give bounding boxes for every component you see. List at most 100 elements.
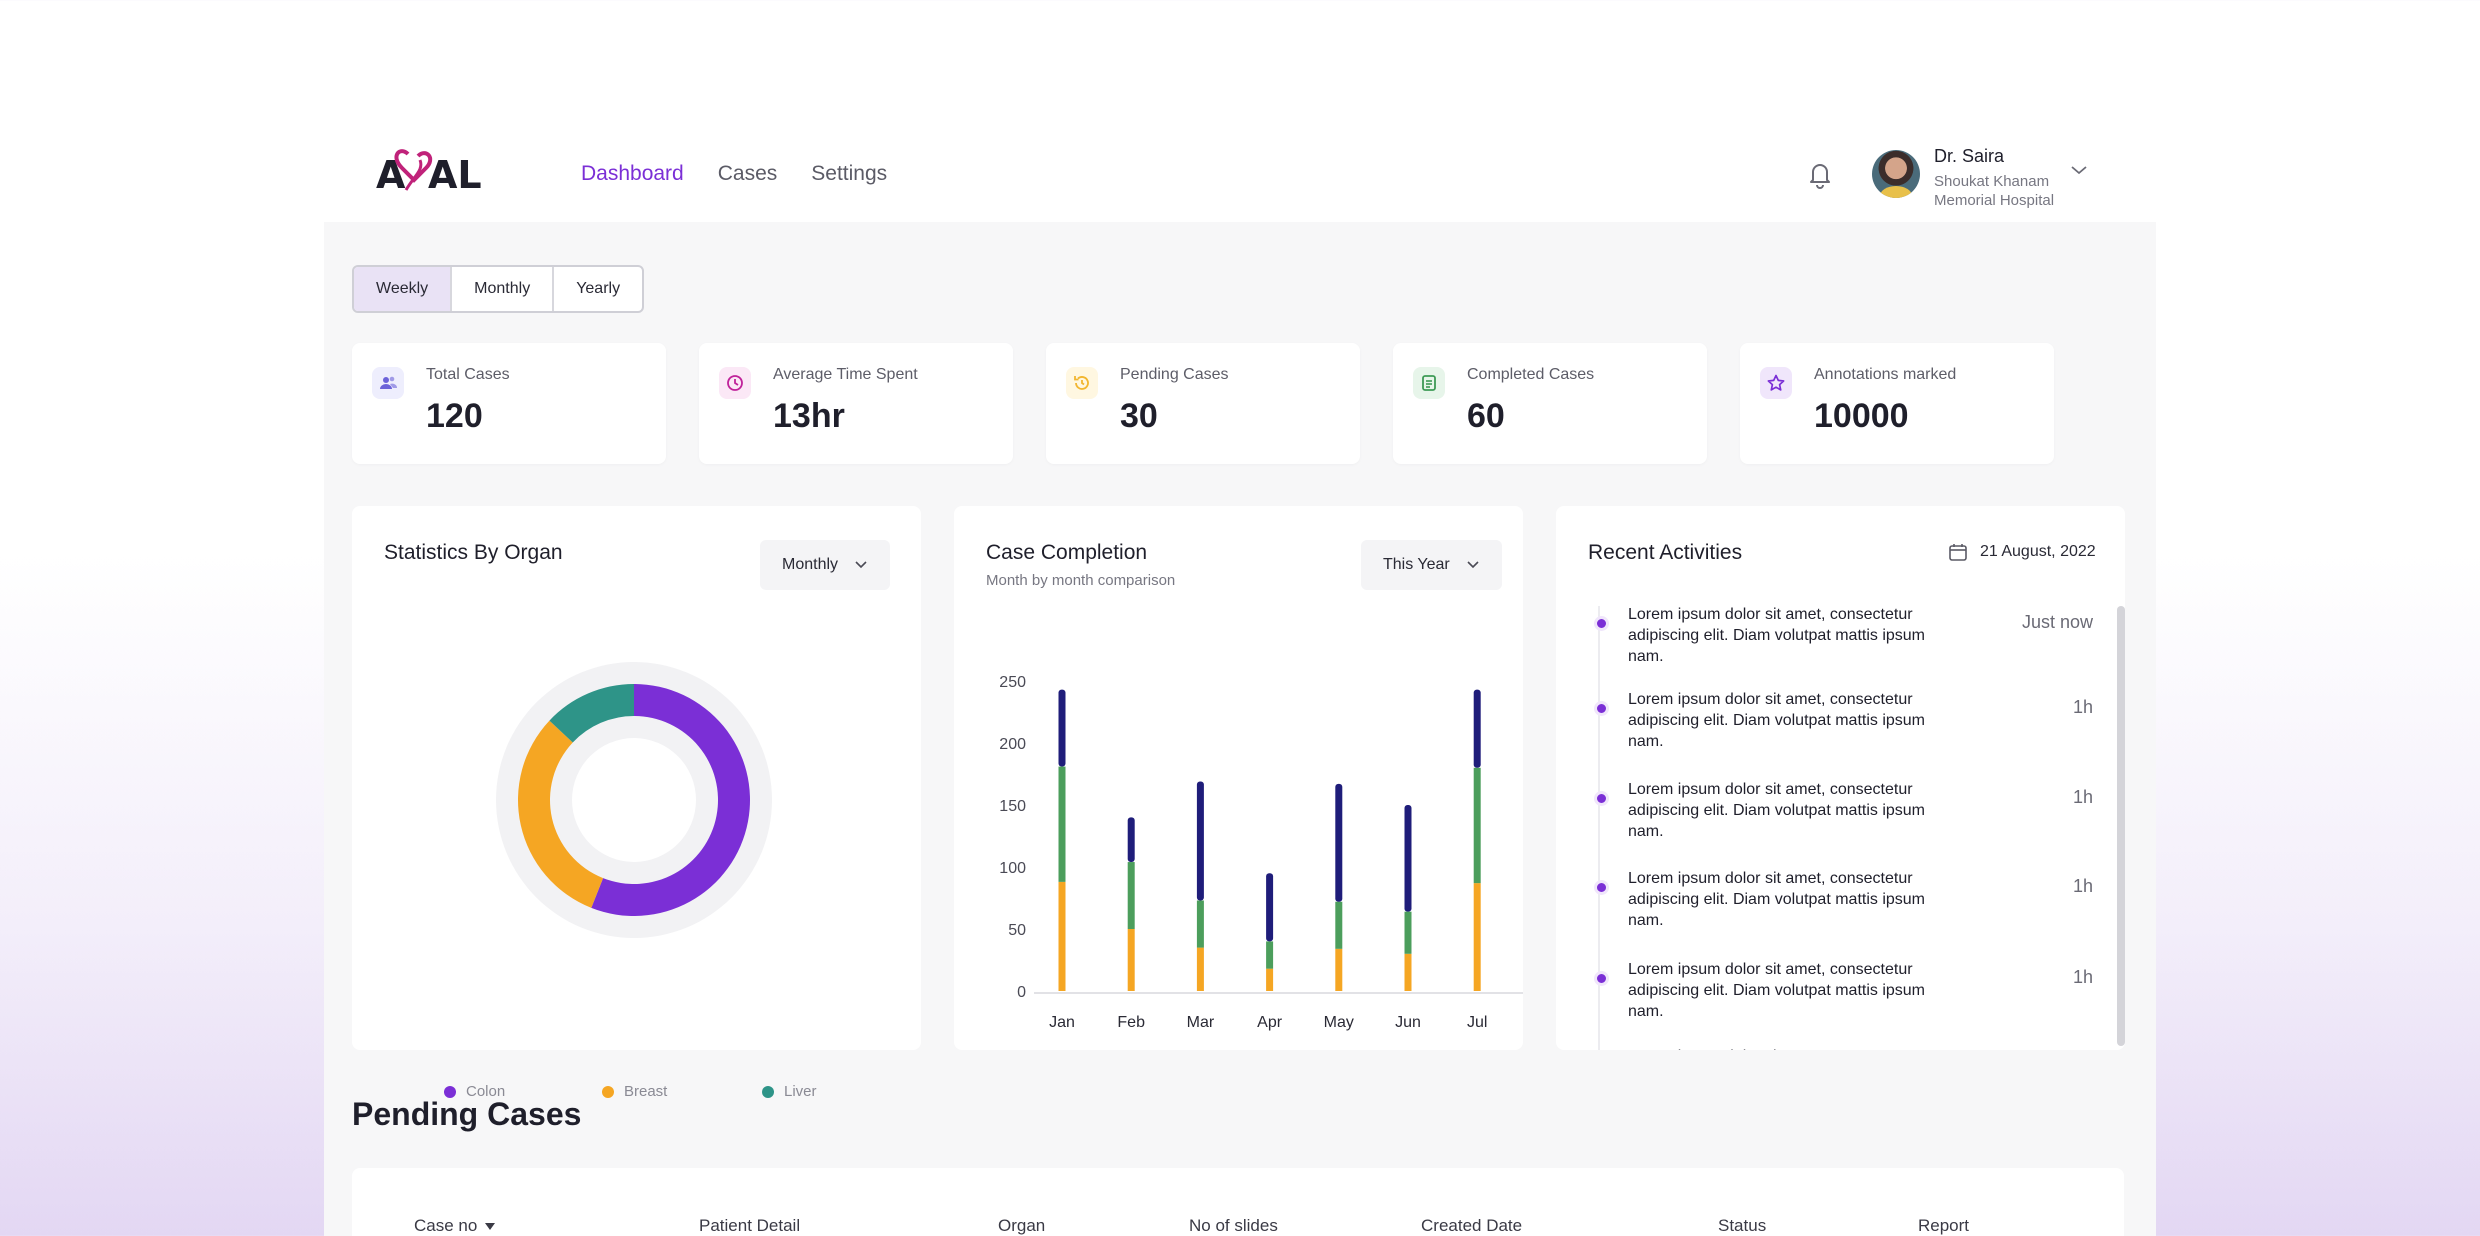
stat-value: 60 [1467, 397, 1505, 435]
y-tick-label: 250 [999, 674, 1026, 691]
case-completion-card: Case Completion Month by month compariso… [954, 506, 1523, 1050]
bar-apr-segment-2[interactable] [1266, 873, 1274, 942]
completion-card-subtitle: Month by month comparison [986, 572, 1176, 589]
stat-value: 120 [426, 397, 483, 435]
app-logo[interactable]: A AL [376, 146, 486, 198]
activities-date[interactable]: 21 August, 2022 [1948, 542, 2096, 562]
timeline-dot [1594, 791, 1609, 806]
activity-text: Lorem ipsum dolor sit amet, consectetur … [1628, 606, 1926, 665]
completion-period-dropdown[interactable]: This Year [1361, 540, 1502, 590]
legend-swatch [602, 1085, 614, 1098]
activity-time: Just now [2021, 612, 2093, 632]
organ-stats-card: Statistics By Organ Monthly Colon Breast L… [352, 506, 921, 1100]
column-header-created-date[interactable]: Created Date [1421, 1216, 1522, 1236]
x-tick-label: Mar [1187, 1014, 1215, 1031]
bar-jun-segment-0[interactable] [1404, 953, 1412, 991]
timeline-line [1598, 606, 1600, 1050]
bar-mar-segment-2[interactable] [1196, 781, 1204, 901]
legend-swatch [762, 1085, 774, 1098]
tab-weekly[interactable]: Weekly [354, 267, 453, 311]
column-header-report[interactable]: Report [1918, 1216, 1969, 1236]
activities-card-title: Recent Activities [1588, 541, 1743, 564]
bar-feb-segment-1[interactable] [1127, 862, 1135, 929]
avatar[interactable] [1872, 150, 1920, 198]
completion-card-title: Case Completion [986, 541, 1148, 564]
stat-card-pending-cases[interactable]: Pending Cases 30 [1046, 343, 1360, 464]
hospital-line-2: Memorial Hospital [1934, 192, 2055, 209]
bar-jan-segment-1[interactable] [1058, 766, 1066, 882]
legend-label: Liver [784, 1083, 817, 1100]
activity-time: 1h [2072, 967, 2093, 987]
column-header-status[interactable]: Status [1718, 1216, 1766, 1236]
document-icon [1413, 367, 1445, 399]
stat-card-total-cases[interactable]: Total Cases 120 [352, 343, 666, 464]
activity-item[interactable]: Lorem ipsum dolor sit amet, consectetur … [1588, 951, 2093, 1020]
stat-label: Completed Cases [1467, 366, 1595, 383]
organ-card-title: Statistics By Organ [384, 541, 563, 564]
activity-item[interactable]: Lorem ipsum dolor sit amet, consectetur … [1588, 771, 2093, 840]
bar-apr-segment-0[interactable] [1266, 968, 1274, 991]
activities-scrollbar[interactable] [2117, 606, 2125, 1046]
main-nav: Dashboard Cases Settings [581, 162, 887, 186]
bar-feb-segment-0[interactable] [1127, 929, 1135, 991]
bar-may-segment-0[interactable] [1335, 948, 1343, 991]
stat-card-annotations-marked[interactable]: Annotations marked 10000 [1740, 343, 2054, 464]
bar-jul-segment-1[interactable] [1473, 767, 1481, 884]
bar-mar-segment-0[interactable] [1196, 947, 1204, 991]
stat-card-average-time-spent[interactable]: Average Time Spent 13hr [699, 343, 1013, 464]
bell-icon[interactable] [1804, 158, 1836, 190]
recent-activities-card: Recent Activities 21 August, 2022 Lorem … [1556, 506, 2125, 1050]
column-header-case-no[interactable]: Case no [414, 1216, 496, 1236]
bar-jul-segment-0[interactable] [1473, 883, 1481, 991]
bar-jan-segment-2[interactable] [1058, 689, 1066, 767]
column-header-label: Patient Detail [699, 1216, 801, 1235]
activity-item[interactable]: Lorem ipsum dolor sit amet, consectetur … [1588, 860, 2093, 929]
column-header-patient-detail[interactable]: Patient Detail [699, 1216, 800, 1236]
y-tick-label: 100 [999, 860, 1026, 877]
stat-card-completed-cases[interactable]: Completed Cases 60 [1393, 343, 1707, 464]
y-tick-label: 150 [999, 798, 1026, 815]
column-header-no-of-slides[interactable]: No of slides [1189, 1216, 1278, 1236]
user-name: Dr. Saira [1934, 146, 2005, 166]
star-icon [1760, 367, 1792, 399]
nav-item-dashboard[interactable]: Dashboard [581, 162, 684, 185]
bar-may-segment-2[interactable] [1335, 783, 1343, 902]
donut-center [572, 738, 696, 862]
activity-text: Lorem ipsum dolor sit amet, consectetur … [1628, 781, 1926, 840]
stat-label: Average Time Spent [773, 366, 918, 383]
x-tick-label: May [1324, 1014, 1354, 1031]
top-bar: A AL Dashboard Cases Settings Dr. Saira Sh… [324, 120, 2156, 222]
bar-jun-segment-1[interactable] [1404, 911, 1412, 954]
stat-label: Total Cases [426, 366, 510, 383]
tab-monthly[interactable]: Monthly [452, 267, 555, 311]
logo-mark-icon: A AL [376, 149, 482, 197]
legend-item-colon: Colon [444, 1083, 505, 1100]
sort-down-icon[interactable] [485, 1223, 496, 1231]
legend-swatch [444, 1085, 456, 1098]
donut-slice-colon[interactable] [591, 684, 750, 916]
y-tick-label: 50 [1008, 922, 1026, 939]
legend-label: Colon [466, 1083, 506, 1100]
bar-apr-segment-1[interactable] [1266, 941, 1274, 969]
stat-value: 30 [1120, 397, 1158, 435]
bar-jun-segment-2[interactable] [1404, 805, 1412, 912]
y-tick-label: 200 [999, 736, 1026, 753]
nav-item-cases[interactable]: Cases [717, 162, 778, 185]
bar-may-segment-1[interactable] [1335, 901, 1343, 949]
column-header-organ[interactable]: Organ [998, 1216, 1045, 1236]
bar-jan-segment-0[interactable] [1058, 881, 1066, 991]
column-header-label: Status [1718, 1216, 1767, 1235]
donut-slice-breast[interactable] [518, 720, 604, 908]
donut-slice-liver[interactable] [549, 684, 634, 743]
tab-yearly[interactable]: Yearly [576, 280, 621, 297]
bar-jul-segment-2[interactable] [1473, 689, 1481, 768]
bar-mar-segment-1[interactable] [1196, 900, 1204, 948]
nav-item-settings[interactable]: Settings [811, 162, 888, 185]
activity-item[interactable]: Lorem ipsum dolor sit amet, consectetur … [1588, 681, 2093, 750]
bar-feb-segment-2[interactable] [1127, 817, 1135, 863]
activity-item[interactable]: Lorem ipsum dolor sit amet, consectetur [1588, 1038, 2093, 1050]
chevron-down-icon[interactable] [2070, 164, 2088, 176]
organ-period-dropdown[interactable]: Monthly [760, 540, 891, 590]
activity-item[interactable]: Lorem ipsum dolor sit amet, consectetur … [1588, 596, 2093, 665]
column-header-label: Case no [414, 1216, 478, 1235]
